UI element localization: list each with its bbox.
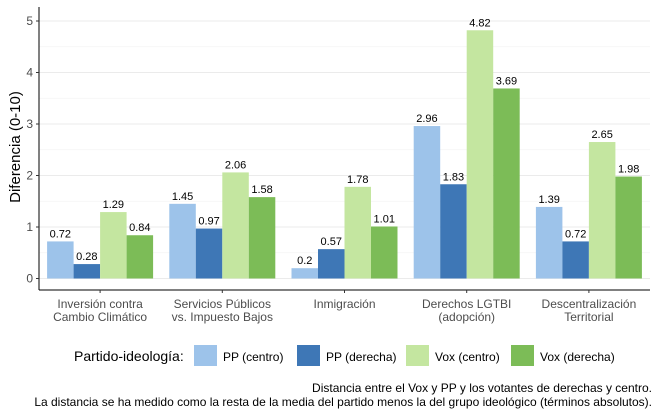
data-label: 0.72: [50, 228, 71, 240]
legend-key: [194, 345, 217, 366]
data-label: 1.39: [538, 194, 559, 206]
bar: [466, 30, 494, 279]
x-tick-label: Territorial: [564, 310, 613, 324]
bar: [100, 212, 127, 279]
y-tick-label: 4: [26, 66, 33, 80]
legend-label: PP (centro): [223, 350, 283, 364]
bar: [248, 197, 276, 279]
data-label: 3.69: [496, 75, 517, 87]
data-label: 0.97: [198, 216, 219, 228]
bar: [126, 235, 154, 279]
data-labels: 0.72 1.45 0.2 2.96 1.39 0.28 0.97 0.57 1.83 0.72 1…: [50, 17, 640, 267]
x-tick-label: Descentralización: [542, 297, 637, 311]
caption-line-1: Distancia entre el Vox y PP y los votant…: [312, 381, 652, 395]
bars: [47, 30, 642, 279]
bar: [318, 249, 345, 279]
data-label: 1.01: [374, 213, 395, 225]
y-tick-label: 1: [26, 220, 33, 234]
bar: [413, 126, 441, 279]
data-label: 1.58: [251, 184, 272, 196]
caption-line-2: La distancia se ha medido como la resta …: [34, 395, 652, 409]
legend: Partido-ideología: PP (centro) PP (derech…: [74, 345, 615, 366]
y-tick-label: 0: [26, 272, 33, 286]
data-label: 0.57: [321, 236, 342, 248]
x-tick-label: Inmigración: [313, 297, 375, 311]
x-tick-label: Cambio Climático: [53, 310, 147, 324]
x-tick-label: vs. Impuesto Bajos: [172, 310, 273, 324]
data-label: 1.45: [172, 191, 193, 203]
data-label: 4.82: [469, 17, 490, 29]
bar: [47, 241, 74, 279]
data-label: 0.28: [76, 251, 97, 263]
legend-label: PP (derecha): [326, 350, 396, 364]
bar: [440, 184, 467, 279]
bar: [562, 241, 589, 279]
bar: [615, 176, 642, 279]
bar: [291, 268, 318, 279]
data-label: 0.84: [129, 222, 150, 234]
bar: [169, 203, 196, 279]
x-tick-label: Servicios Públicos: [174, 297, 271, 311]
legend-key: [511, 345, 534, 366]
legend-label: Vox (centro): [435, 350, 500, 364]
data-label: 2.06: [225, 159, 246, 171]
bar: [588, 142, 616, 279]
y-tick-label: 3: [26, 117, 33, 131]
bar: [535, 206, 563, 279]
bar: [493, 88, 520, 279]
data-label: 2.65: [591, 129, 612, 141]
legend-label: Vox (derecha): [540, 350, 615, 364]
caption: Distancia entre el Vox y PP y los votant…: [34, 381, 652, 409]
bar: [195, 228, 223, 279]
data-label: 0.72: [565, 228, 586, 240]
legend-title: Partido-ideología:: [74, 348, 184, 364]
x-tick-label: Inversión contra: [57, 297, 143, 311]
data-label: 1.78: [347, 174, 368, 186]
x-tick-label: Derechos LGTBI: [422, 297, 511, 311]
data-label: 1.98: [618, 164, 639, 176]
legend-key: [297, 345, 320, 366]
legend-key: [406, 345, 429, 366]
data-label: 2.96: [416, 113, 437, 125]
data-label: 1.83: [443, 171, 464, 183]
x-tick-label: (adopción): [438, 310, 495, 324]
bar: [344, 186, 371, 279]
y-tick-label: 2: [26, 169, 33, 183]
bar: [73, 264, 101, 279]
bar: [371, 226, 398, 279]
data-label: 1.29: [103, 199, 124, 211]
data-label: 0.2: [297, 255, 312, 267]
y-axis-title: Diferencia (0-10): [7, 91, 24, 203]
bar: [222, 172, 249, 279]
y-tick-label: 5: [26, 14, 33, 28]
